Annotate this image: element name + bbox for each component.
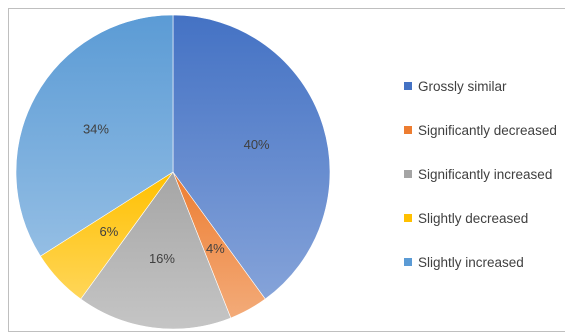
legend-item-significantly-decreased: Significantly decreased: [404, 119, 557, 141]
chart-legend: Grossly similar Significantly decreased Si…: [404, 75, 557, 295]
pie-chart: 40% 4% 16% 6% 34%: [15, 14, 331, 330]
legend-swatch: [404, 258, 412, 266]
legend-item-grossly-similar: Grossly similar: [404, 75, 557, 97]
slice-label-significantly-increased: 16%: [149, 251, 175, 266]
legend-swatch: [404, 170, 412, 178]
legend-swatch: [404, 82, 412, 90]
legend-label: Slightly decreased: [418, 210, 529, 226]
slice-label-grossly-similar: 40%: [244, 137, 270, 152]
slice-label-significantly-decreased: 4%: [206, 241, 225, 256]
legend-item-significantly-increased: Significantly increased: [404, 163, 557, 185]
pie-slice-slightly-increased: [15, 14, 174, 257]
slice-label-slightly-decreased: 6%: [100, 224, 119, 239]
pie-slice-grossly-similar: [172, 14, 331, 300]
legend-label: Significantly increased: [418, 166, 553, 182]
legend-item-slightly-increased: Slightly increased: [404, 251, 557, 273]
legend-swatch: [404, 126, 412, 134]
slice-label-slightly-increased: 34%: [83, 122, 109, 137]
legend-swatch: [404, 214, 412, 222]
legend-label: Grossly similar: [418, 78, 507, 94]
legend-item-slightly-decreased: Slightly decreased: [404, 207, 557, 229]
chart-frame: 40% 4% 16% 6% 34% Grossly similar Significant…: [8, 8, 565, 332]
legend-label: Slightly increased: [418, 254, 524, 270]
legend-label: Significantly decreased: [418, 122, 557, 138]
